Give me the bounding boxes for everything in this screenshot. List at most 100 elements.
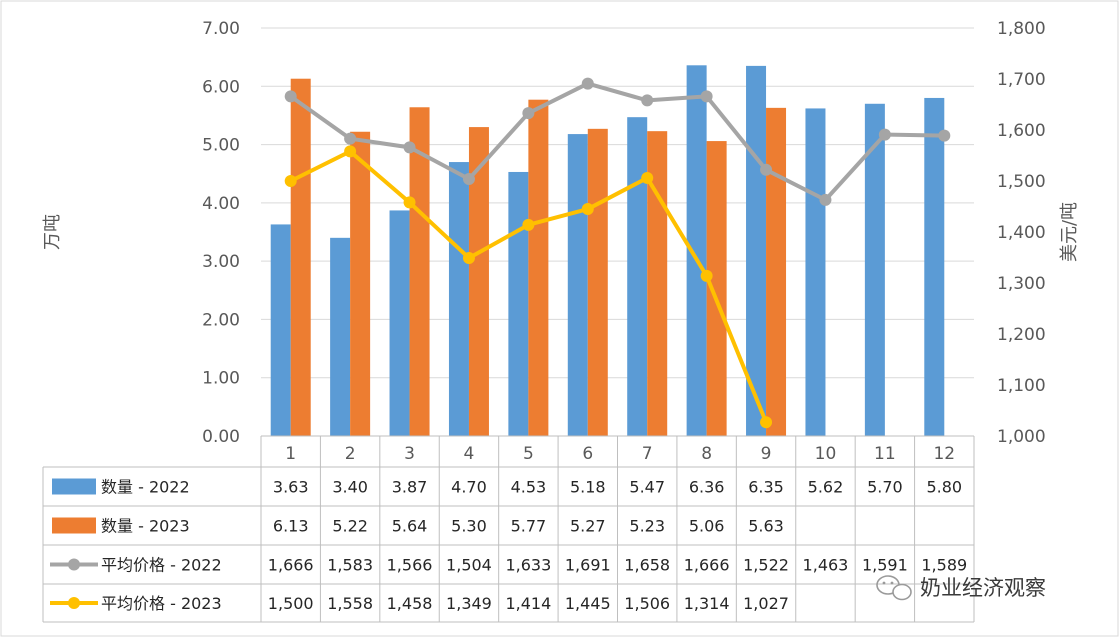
price-point-2023-6 bbox=[581, 203, 594, 216]
x-tick-label: 9 bbox=[761, 444, 772, 464]
x-tick-label: 8 bbox=[701, 444, 712, 464]
table-cell-value: 1,414 bbox=[505, 594, 551, 613]
table-cell-value: 6.35 bbox=[748, 478, 784, 497]
y-left-tick-label: 7.00 bbox=[202, 19, 240, 39]
bar-2022-10 bbox=[805, 108, 826, 436]
y-left-tick-label: 5.00 bbox=[202, 136, 240, 156]
table-cell-value: 1,463 bbox=[803, 556, 849, 575]
x-tick-label: 3 bbox=[404, 444, 415, 464]
legend-marker-price-2023 bbox=[68, 597, 80, 609]
table-cell-value: 1,349 bbox=[446, 594, 492, 613]
table-cell-value: 1,558 bbox=[327, 594, 373, 613]
table-cell-value: 1,522 bbox=[743, 556, 789, 575]
price-point-2022-11 bbox=[878, 128, 891, 141]
y-right-tick-label: 1,200 bbox=[997, 325, 1046, 345]
y-right-tick-label: 1,800 bbox=[997, 19, 1046, 39]
watermark-text: 奶业经济观察 bbox=[920, 576, 1046, 600]
axes: 0.00 1.00 2.00 3.00 4.00 5.00 6.00 7.00 1,000 1,1… bbox=[202, 19, 1046, 447]
legend-marker-price-2022 bbox=[68, 558, 80, 571]
price-point-2022-2 bbox=[344, 132, 357, 145]
bar-2022-6 bbox=[567, 134, 588, 436]
y-right-tick-label: 1,400 bbox=[997, 223, 1046, 243]
table-cell-value: 5.63 bbox=[748, 517, 784, 536]
price-point-2023-2 bbox=[344, 145, 357, 158]
table-cell-value: 1,589 bbox=[921, 556, 967, 575]
bar-2023-4 bbox=[468, 127, 489, 436]
bar-2022-1 bbox=[270, 224, 291, 436]
y-right-tick-label: 1,100 bbox=[997, 376, 1046, 396]
bar-2022-8 bbox=[686, 65, 707, 436]
lines bbox=[284, 77, 951, 429]
x-tick-label: 1 bbox=[285, 444, 296, 464]
table-cell-value: 1,314 bbox=[684, 594, 730, 613]
table-cell-value: 5.23 bbox=[629, 517, 665, 536]
x-tick-label: 7 bbox=[642, 444, 653, 464]
table-cell-value: 1,666 bbox=[268, 556, 314, 575]
x-tick-label: 2 bbox=[345, 444, 356, 464]
bar-2022-12 bbox=[924, 97, 945, 436]
bar-2023-3 bbox=[409, 107, 430, 437]
table-cell-value: 1,500 bbox=[268, 594, 314, 613]
y-right-tick-label: 1,000 bbox=[997, 427, 1046, 447]
y-left-tick-label: 6.00 bbox=[202, 77, 240, 97]
watermark: 奶业经济观察 bbox=[876, 575, 1046, 601]
table-cell-value: 1,566 bbox=[387, 556, 433, 575]
bars bbox=[270, 65, 945, 437]
legend-swatch-qty-2022 bbox=[52, 478, 96, 495]
table-cell-value: 5.64 bbox=[392, 517, 428, 536]
table-cell-value: 5.22 bbox=[332, 517, 368, 536]
table-cell-value: 1,027 bbox=[743, 594, 789, 613]
table-cell-value: 3.40 bbox=[332, 478, 368, 497]
legend-label: 平均价格 - 2022 bbox=[101, 556, 222, 575]
x-tick-label: 10 bbox=[815, 444, 837, 464]
bar-2022-3 bbox=[389, 210, 410, 436]
table-cell-value: 3.87 bbox=[392, 478, 428, 497]
bar-2023-9 bbox=[766, 107, 787, 436]
price-point-2022-6 bbox=[581, 77, 594, 90]
bar-2023-6 bbox=[587, 128, 608, 436]
y-left-tick-label: 3.00 bbox=[202, 252, 240, 272]
y-left-tick-label: 0.00 bbox=[202, 427, 240, 447]
price-point-2022-5 bbox=[522, 107, 535, 120]
legend-label: 数量 - 2022 bbox=[101, 478, 190, 497]
bar-2022-7 bbox=[627, 117, 648, 437]
table-cell-value: 5.27 bbox=[570, 517, 606, 536]
y-right-tick-label: 1,300 bbox=[997, 274, 1046, 294]
x-tick-label: 11 bbox=[874, 444, 896, 464]
y-right-tick-label: 1,500 bbox=[997, 172, 1046, 192]
legend-label: 平均价格 - 2023 bbox=[101, 594, 222, 613]
table-cell-value: 5.18 bbox=[570, 478, 606, 497]
x-tick-label: 5 bbox=[523, 444, 534, 464]
table-cell-value: 5.30 bbox=[451, 517, 487, 536]
price-point-2023-4 bbox=[462, 252, 475, 265]
table-cell-value: 3.63 bbox=[273, 478, 309, 497]
price-point-2022-3 bbox=[403, 141, 416, 154]
bar-2022-9 bbox=[746, 65, 767, 436]
price-point-2023-8 bbox=[700, 269, 713, 282]
table-cell-value: 1,458 bbox=[387, 594, 433, 613]
y-left-tick-label: 2.00 bbox=[202, 310, 240, 330]
x-tick-label: 12 bbox=[933, 444, 955, 464]
bar-2023-5 bbox=[528, 99, 549, 436]
price-point-2022-9 bbox=[760, 163, 773, 176]
y-left-tick-label: 4.00 bbox=[202, 194, 240, 214]
table-cell-value: 5.06 bbox=[689, 517, 725, 536]
price-point-2023-5 bbox=[522, 218, 535, 231]
price-point-2022-1 bbox=[284, 90, 297, 103]
price-point-2023-7 bbox=[641, 171, 654, 184]
bar-2022-5 bbox=[508, 171, 529, 437]
x-tick-label: 6 bbox=[582, 444, 593, 464]
table-cell-value: 1,658 bbox=[624, 556, 670, 575]
table-cell-value: 1,591 bbox=[862, 556, 908, 575]
y-right-tick-label: 1,600 bbox=[997, 121, 1046, 141]
bar-2022-11 bbox=[864, 103, 885, 437]
table-cell-value: 4.70 bbox=[451, 478, 487, 497]
table-cell-value: 1,445 bbox=[565, 594, 611, 613]
bar-2023-2 bbox=[350, 131, 371, 436]
table-cell-value: 5.70 bbox=[867, 478, 903, 497]
price-point-2023-3 bbox=[403, 196, 416, 209]
price-line-2022 bbox=[288, 81, 947, 202]
y-right-tick-label: 1,700 bbox=[997, 70, 1046, 90]
